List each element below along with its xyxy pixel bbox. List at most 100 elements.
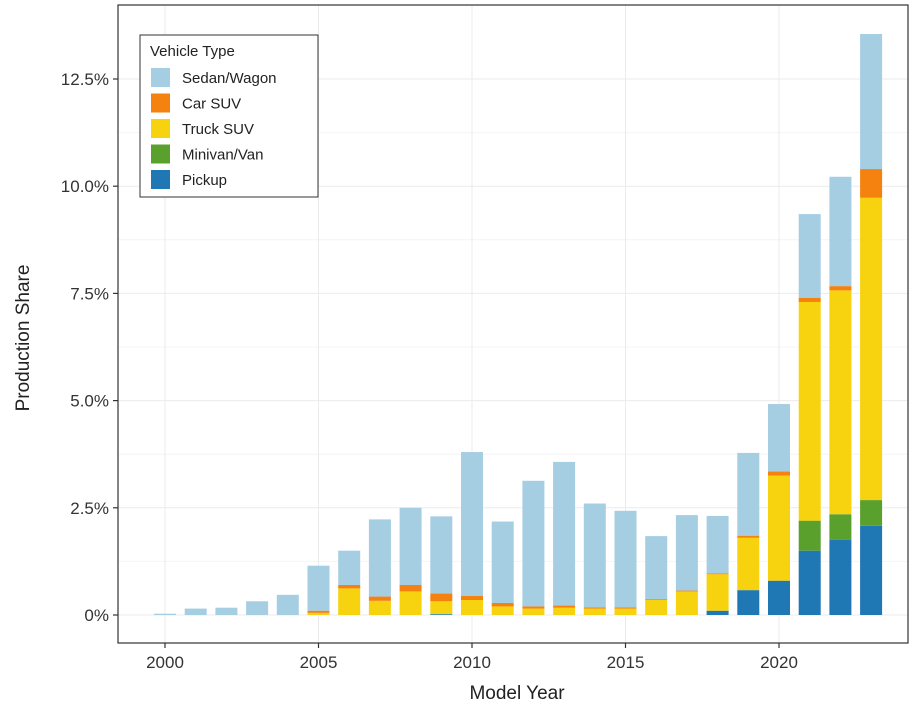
bar-segment-truck-suv-2013 (553, 607, 576, 615)
x-axis-title: Model Year (469, 683, 565, 704)
plot-border (117, 4, 909, 644)
bar-segment-pickup-2022 (829, 539, 852, 615)
bar-segment-truck-suv-2009 (430, 601, 453, 615)
bar-segment-sedan-wagon-2015 (614, 510, 637, 608)
bar-segment-car-suv-2012 (522, 606, 545, 609)
bar-segment-truck-suv-2019 (737, 537, 760, 591)
bar-segment-car-suv-2006 (338, 584, 361, 589)
bar-segment-car-suv-2023 (860, 169, 883, 198)
bar-segment-sedan-wagon-2012 (522, 480, 545, 607)
bar-segment-truck-suv-2017 (675, 591, 698, 615)
bar-segment-truck-suv-2011 (491, 606, 514, 615)
y-tick-label: 7.5% (70, 284, 109, 303)
bar-segment-truck-suv-2012 (522, 608, 545, 615)
legend-swatch (151, 144, 170, 164)
bar-segment-car-suv-2016 (645, 599, 668, 600)
bar-segment-sedan-wagon-2007 (368, 519, 391, 597)
y-tick-label: 10.0% (61, 177, 109, 196)
bar-segment-truck-suv-2020 (768, 475, 790, 581)
legend-entry-label: Minivan/Van (182, 147, 263, 164)
bar-segment-sedan-wagon-2006 (338, 550, 361, 585)
bar-segment-pickup-2009 (430, 614, 453, 615)
legend-title: Vehicle Type (150, 43, 235, 60)
x-tick-label: 2020 (760, 653, 798, 672)
bar-segment-pickup-2020 (768, 580, 790, 615)
x-tick-label: 2000 (146, 653, 184, 672)
bar-segment-sedan-wagon-2005 (307, 565, 330, 611)
bar-segment-minivan-van-2021 (798, 520, 821, 551)
bar-segment-car-suv-2019 (737, 535, 760, 538)
bar-segment-pickup-2023 (860, 525, 883, 615)
bar-segment-car-suv-2005 (307, 610, 330, 613)
bar-segment-sedan-wagon-2018 (706, 515, 729, 574)
bar-segment-truck-suv-2007 (368, 600, 391, 615)
bar-segment-truck-suv-2014 (583, 608, 606, 615)
y-tick-label: 12.5% (61, 70, 109, 89)
bar-segment-sedan-wagon-2000 (154, 613, 176, 615)
legend-items: Sedan/Wagon Car SUV Truck SUV Minivan/Van Pi… (151, 68, 277, 189)
legend-swatch (151, 68, 170, 87)
bar-segment-pickup-2021 (798, 550, 821, 615)
legend-entry-label: Sedan/Wagon (182, 70, 277, 87)
bar-segment-minivan-van-2023 (860, 500, 883, 526)
bar-segment-car-suv-2020 (768, 471, 790, 476)
bar-segment-truck-suv-2021 (798, 301, 821, 521)
legend: Vehicle Type Sedan/Wagon Car SUV Truck SUV… (139, 34, 319, 198)
bar-segment-car-suv-2013 (553, 605, 576, 608)
legend-swatch (151, 119, 170, 138)
bar-segment-sedan-wagon-2021 (798, 214, 821, 298)
bar-segment-sedan-wagon-2011 (491, 521, 514, 603)
bar-segment-sedan-wagon-2013 (553, 461, 576, 606)
bar-segment-sedan-wagon-2020 (768, 404, 790, 472)
bar-segment-sedan-wagon-2010 (461, 452, 483, 596)
y-tick-label: 2.5% (70, 499, 109, 518)
bar-segment-sedan-wagon-2003 (246, 601, 269, 615)
bar-segment-truck-suv-2015 (614, 608, 637, 615)
x-tick-label: 2005 (300, 653, 338, 672)
bar-segment-truck-suv-2006 (338, 588, 361, 615)
bar-segment-car-suv-2015 (614, 607, 637, 609)
y-tick-label: 5.0% (70, 392, 109, 411)
bar-segment-car-suv-2008 (399, 584, 422, 592)
bar-segment-car-suv-2011 (491, 602, 514, 607)
bar-segment-truck-suv-2018 (706, 574, 729, 611)
x-tick-label: 2010 (453, 653, 491, 672)
tick-labels: 0% 2.5% 5.0% 7.5% 10.0% 12.5% 2000 2005 2010 2015… (61, 70, 798, 672)
bar-segment-sedan-wagon-2016 (645, 536, 668, 600)
bar-segment-minivan-van-2022 (829, 514, 852, 540)
bar-segment-sedan-wagon-2014 (583, 503, 606, 608)
bar-segment-truck-suv-2010 (461, 599, 483, 615)
bar-segment-sedan-wagon-2023 (860, 33, 883, 170)
y-axis-title: Production Share (13, 265, 34, 412)
bar-segment-truck-suv-2023 (860, 197, 883, 501)
x-tick-label: 2015 (607, 653, 645, 672)
bar-segment-car-suv-2021 (798, 297, 821, 302)
legend-entry-label: Pickup (182, 172, 227, 189)
bars (154, 33, 883, 615)
bar-segment-truck-suv-2008 (399, 591, 422, 615)
bar-segment-truck-suv-2005 (307, 612, 330, 615)
bar-segment-pickup-2019 (737, 590, 760, 615)
bar-segment-sedan-wagon-2004 (276, 594, 299, 615)
bar-segment-sedan-wagon-2009 (430, 516, 453, 594)
legend-entry-label: Truck SUV (182, 121, 254, 138)
bar-segment-car-suv-2007 (368, 596, 391, 601)
axes (113, 4, 909, 648)
legend-entry-label: Car SUV (182, 96, 241, 113)
y-tick-label: 0% (84, 606, 109, 625)
legend-swatch (151, 170, 170, 189)
legend-swatch (151, 93, 170, 113)
bar-segment-sedan-wagon-2022 (829, 176, 852, 287)
bar-segment-sedan-wagon-2019 (737, 452, 760, 536)
bar-segment-sedan-wagon-2001 (184, 608, 207, 615)
bar-segment-car-suv-2018 (706, 573, 729, 575)
bar-segment-sedan-wagon-2017 (675, 515, 698, 591)
bar-segment-car-suv-2014 (583, 607, 606, 609)
bar-segment-truck-suv-2022 (829, 290, 852, 515)
bar-segment-truck-suv-2016 (645, 599, 668, 615)
bar-segment-pickup-2018 (706, 610, 729, 615)
bar-segment-sedan-wagon-2008 (399, 507, 422, 585)
bar-segment-car-suv-2010 (461, 595, 483, 600)
bar-segment-sedan-wagon-2002 (215, 607, 238, 615)
